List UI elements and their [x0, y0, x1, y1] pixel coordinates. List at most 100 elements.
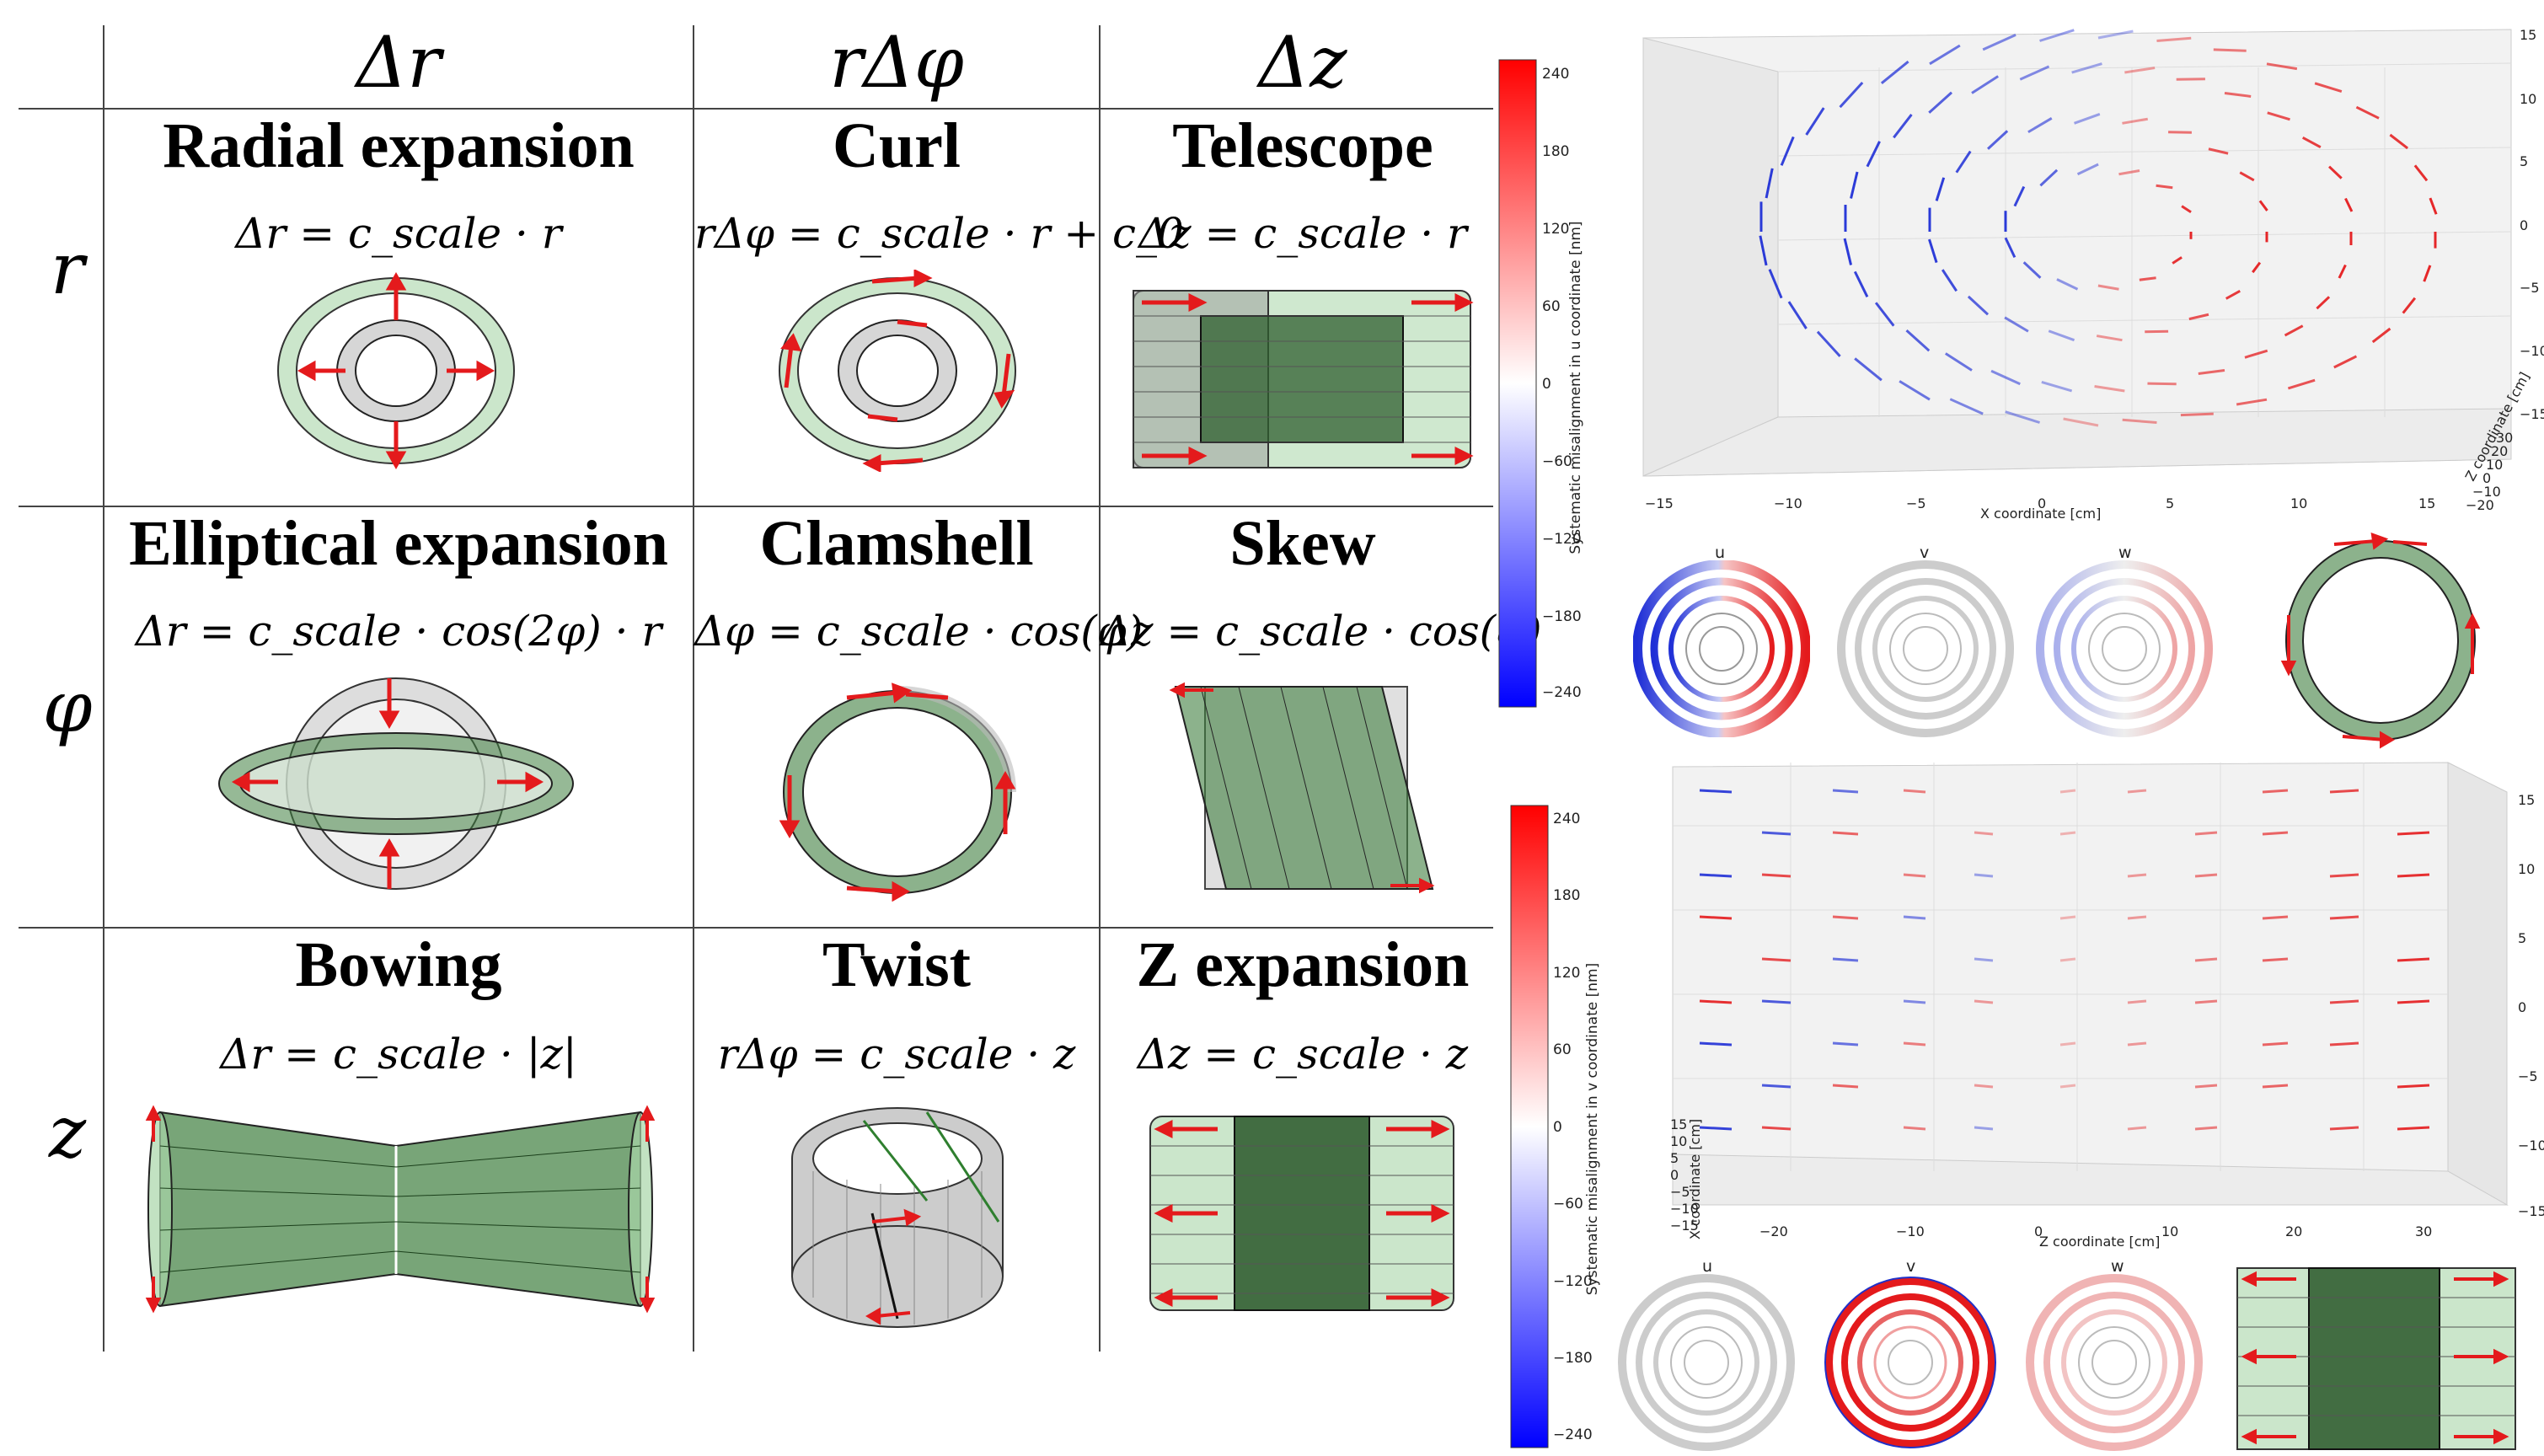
- column-header-r-delta-phi: rΔφ: [829, 21, 964, 104]
- quiver-arrow: [2056, 278, 2079, 291]
- tick-label: 0: [1542, 376, 1551, 393]
- quiver-arrow: [2022, 261, 2042, 279]
- x-tick-label: −10: [1896, 1223, 1925, 1239]
- quiver-arrow: [2314, 82, 2343, 93]
- quiver-arrow: [2172, 256, 2182, 265]
- x-tick-label: 20: [2285, 1223, 2303, 1239]
- quiver-arrow: [1903, 873, 1926, 878]
- quiver-arrow: [2094, 384, 2125, 393]
- quiver-arrow: [2397, 1084, 2430, 1089]
- quiver-arrow: [2005, 410, 2040, 424]
- quiver-arrow: [2194, 1126, 2218, 1131]
- x-tick-label: 10: [2290, 495, 2308, 511]
- depth-tick-label: −10: [2472, 484, 2501, 500]
- column-header-delta-r: Δr: [356, 21, 442, 104]
- quiver-arrow: [1780, 136, 1795, 166]
- quiver-arrow: [1880, 60, 1909, 84]
- tick-label: −240: [1553, 1427, 1593, 1443]
- quiver-arrow: [2397, 873, 2430, 878]
- z-tick-label: −5: [2518, 1068, 2538, 1084]
- quiver-arrow: [1945, 352, 1973, 372]
- bottom-plot-depth-label: X coordinate [cm]: [1687, 1118, 1704, 1240]
- quiver-arrow: [1893, 113, 1913, 139]
- quiver-arrow: [1805, 107, 1825, 136]
- quiver-arrow: [2397, 957, 2430, 962]
- quiver-arrow: [1971, 75, 1999, 94]
- quiver-arrow: [2262, 1041, 2289, 1046]
- quiver-arrow: [2122, 418, 2157, 425]
- quiver-arrow: [2013, 185, 2026, 207]
- tick-label: 180: [1553, 887, 1581, 904]
- quiver-arrow: [2059, 957, 2076, 962]
- tick-label: −240: [1542, 684, 1582, 701]
- quiver-arrow: [2262, 789, 2289, 794]
- quiver-arrow: [2225, 289, 2241, 300]
- quiver-arrow: [2413, 164, 2429, 182]
- quiver-arrow: [1832, 1041, 1859, 1046]
- bottom-quiver-arrows: [1699, 789, 2430, 1131]
- quiver-arrow: [1854, 357, 1883, 382]
- quiver-arrow: [2071, 62, 2102, 74]
- quiver-arrow: [1699, 1041, 1733, 1046]
- quiver-arrow: [1699, 999, 1733, 1004]
- quiver-arrow: [1874, 302, 1895, 327]
- quiver-arrow: [1832, 915, 1859, 920]
- quiver-arrow: [2156, 184, 2173, 190]
- quiver-arrow: [1929, 44, 1961, 66]
- quiver-arrow: [2389, 133, 2409, 150]
- quiver-arrow: [2176, 78, 2205, 81]
- quiver-arrow: [2397, 999, 2430, 1004]
- quiver-arrow: [2213, 48, 2247, 52]
- telescope-icon: [1133, 290, 1474, 468]
- row-header-phi: φ: [42, 666, 93, 748]
- cell-title: Clamshell: [759, 508, 1034, 579]
- quiver-arrow: [1843, 238, 1853, 265]
- row-header-r: r: [50, 228, 85, 310]
- quiver-arrow: [2224, 91, 2252, 98]
- quiver-arrow: [2258, 200, 2268, 211]
- cell-title: Z expansion: [1136, 929, 1470, 1000]
- colorbar-u: [1498, 59, 1537, 708]
- quiver-arrow: [1974, 1126, 1994, 1131]
- z-tick-label: 5: [2518, 930, 2527, 946]
- cell-equation: Δz = c_scale · r: [1138, 209, 1467, 258]
- quiver-arrow: [2127, 1041, 2147, 1046]
- depth-tick-label: 0: [1670, 1167, 1679, 1183]
- cell-equation: Δr = c_scale · |z|: [220, 1030, 577, 1079]
- quiver-arrow: [1982, 34, 2016, 51]
- quiver-arrow: [2063, 417, 2099, 427]
- quiver-arrow: [1903, 1126, 1926, 1131]
- depth-tick-label: 30: [2496, 430, 2514, 446]
- quiver-arrow: [2338, 264, 2347, 279]
- x-tick-label: 10: [2161, 1223, 2179, 1239]
- x-tick-label: 0: [2038, 495, 2047, 511]
- cell-title: Bowing: [295, 929, 502, 1000]
- tick-label: 0: [1553, 1119, 1562, 1136]
- quiver-arrow: [2059, 915, 2076, 920]
- z-tick-label: −5: [2520, 280, 2540, 296]
- z-tick-label: −15: [2518, 1203, 2544, 1219]
- quiver-arrow: [1974, 999, 1994, 1004]
- cell-equation: Δz = c_scale · cos(φ): [1101, 607, 1542, 656]
- quiver-arrow: [2127, 873, 2147, 878]
- x-tick-label: −5: [1906, 495, 1926, 511]
- depth-tick-label: 10: [1670, 1133, 1688, 1149]
- quiver-arrow: [1832, 1084, 1859, 1089]
- x-tick-label: 0: [2034, 1223, 2043, 1239]
- cell-title: Radial expansion: [163, 110, 635, 181]
- quiver-arrow: [2344, 197, 2354, 212]
- quiver-arrow: [2048, 329, 2075, 342]
- mini-title: u: [1715, 543, 1726, 562]
- depth-tick-label: −5: [1670, 1184, 1690, 1200]
- quiver-arrow: [1699, 789, 1733, 794]
- quiver-arrow: [2127, 1126, 2147, 1131]
- cell-title: Curl: [833, 110, 961, 181]
- depth-tick-label: −10: [1670, 1201, 1699, 1217]
- quiver-arrow: [2316, 296, 2331, 310]
- tick-label: −180: [1553, 1350, 1593, 1367]
- quiver-arrow: [2194, 999, 2218, 1004]
- quiver-arrow: [1949, 398, 1984, 415]
- quiver-arrow: [1928, 91, 1953, 114]
- sensor-disk-v: [1837, 560, 2014, 737]
- tick-label: 60: [1553, 1041, 1572, 1058]
